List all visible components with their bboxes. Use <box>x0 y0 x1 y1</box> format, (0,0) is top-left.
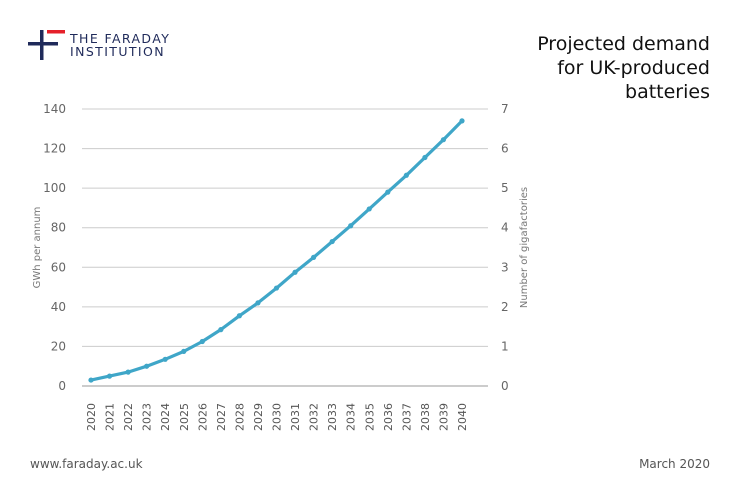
data-point <box>162 356 168 362</box>
y-tick-label-left: 100 <box>43 181 66 195</box>
data-point <box>459 118 465 124</box>
x-tick-label: 2034 <box>345 403 358 431</box>
x-tick-label: 2036 <box>382 403 395 431</box>
x-tick-label: 2026 <box>196 403 209 431</box>
data-point <box>199 338 205 345</box>
x-tick-label: 2024 <box>159 403 172 431</box>
x-tick-label: 2028 <box>233 403 246 431</box>
y-tick-label-right: 5 <box>501 181 509 195</box>
y-axis-label-left: GWh per annum <box>32 207 43 289</box>
x-tick-label: 2039 <box>437 403 450 431</box>
series-line <box>89 119 464 382</box>
logo-line-2: INSTITUTION <box>70 44 165 59</box>
x-tick-label: 2032 <box>308 403 321 431</box>
x-tick-label: 2031 <box>289 403 302 431</box>
y-tick-label-right: 2 <box>501 300 509 314</box>
x-tick-label: 2021 <box>104 403 117 431</box>
chart-title: Projected demand for UK-produced batteri… <box>450 32 710 104</box>
data-point <box>440 137 447 143</box>
data-point <box>422 154 428 161</box>
data-point <box>329 238 335 245</box>
x-tick-label: 2038 <box>419 403 432 431</box>
y-axis-label-right: Number of gigafactories <box>519 187 530 308</box>
title-line-3: batteries <box>625 81 710 103</box>
x-tick-label: 2027 <box>215 403 228 431</box>
y-tick-label-right: 4 <box>501 221 509 235</box>
data-point <box>348 223 354 229</box>
y-tick-label-left: 60 <box>51 260 66 274</box>
x-tick-label: 2033 <box>326 403 339 431</box>
data-point <box>255 300 261 306</box>
faraday-logo-text: THE FARADAY INSTITUTION <box>70 32 170 58</box>
y-tick-label-left: 0 <box>58 379 66 393</box>
data-point <box>88 377 94 383</box>
y-tick-label-left: 40 <box>51 300 66 314</box>
x-tick-label: 2023 <box>141 403 154 431</box>
y-tick-label-right: 0 <box>501 379 509 393</box>
y-tick-label-left: 80 <box>51 221 66 235</box>
data-point <box>403 172 409 178</box>
y-tick-label-left: 120 <box>43 142 66 156</box>
data-point <box>125 369 131 375</box>
faraday-cross-icon <box>28 30 65 60</box>
logo-line-1: THE FARADAY <box>70 31 171 46</box>
data-point <box>292 269 298 275</box>
y-tick-label-right: 7 <box>501 102 509 116</box>
x-tick-label: 2040 <box>456 403 469 431</box>
x-tick-label: 2029 <box>252 403 265 431</box>
y-tick-label-right: 3 <box>501 260 509 274</box>
data-point <box>218 327 224 333</box>
x-tick-label: 2022 <box>122 403 135 431</box>
data-point <box>311 254 317 260</box>
y-tick-label-left: 20 <box>51 339 66 353</box>
title-line-1: Projected demand <box>537 33 710 55</box>
data-point <box>181 348 187 354</box>
footer-date: March 2020 <box>639 457 710 471</box>
data-point <box>106 373 113 379</box>
data-point <box>236 313 242 319</box>
title-line-2: for UK-produced <box>557 57 710 79</box>
x-tick-label: 2020 <box>85 403 98 431</box>
faraday-logo: THE FARADAY INSTITUTION <box>28 30 178 64</box>
data-point <box>273 285 280 291</box>
footer-website: www.faraday.ac.uk <box>30 457 143 471</box>
data-point <box>385 189 391 195</box>
data-point <box>144 363 150 369</box>
y-tick-label-right: 1 <box>501 339 509 353</box>
y-tick-label-right: 6 <box>501 142 509 156</box>
x-tick-label: 2025 <box>178 403 191 431</box>
y-tick-label-left: 140 <box>43 102 66 116</box>
x-tick-label: 2030 <box>271 403 284 431</box>
data-point <box>366 206 372 212</box>
x-tick-label: 2035 <box>363 403 376 431</box>
x-tick-label: 2037 <box>400 403 413 431</box>
